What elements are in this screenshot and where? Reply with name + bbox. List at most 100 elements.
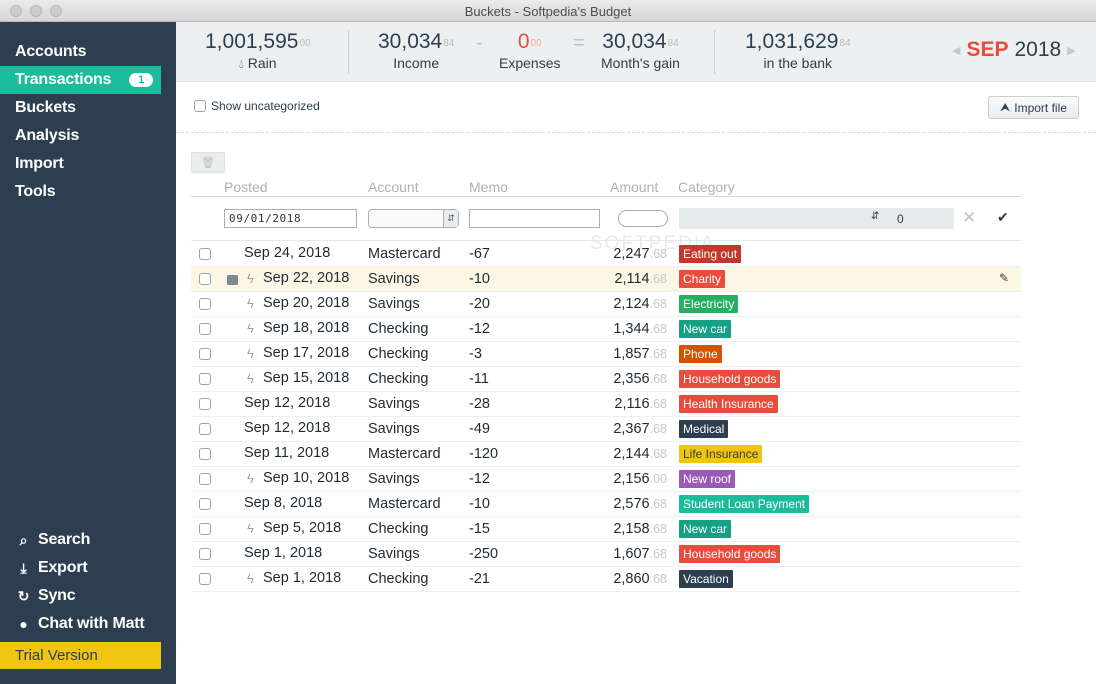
posted-date: Sep 5, 2018	[263, 520, 342, 536]
balance-value: 2,860	[613, 571, 650, 587]
row-select-checkbox[interactable]	[199, 348, 211, 360]
column-header-amount[interactable]: Amount	[610, 179, 659, 195]
row-select-checkbox[interactable]	[199, 523, 211, 535]
column-header-posted[interactable]: Posted	[224, 179, 268, 195]
previous-month-icon[interactable]: ◀	[952, 44, 961, 57]
category-tag[interactable]: New roof	[679, 470, 736, 488]
row-select-checkbox[interactable]	[199, 248, 211, 260]
row-select-checkbox[interactable]	[199, 273, 211, 285]
category-select[interactable]: ⇵ 0	[679, 208, 954, 229]
amount-input[interactable]	[618, 210, 668, 227]
row-select-checkbox[interactable]	[199, 423, 211, 435]
category-tag[interactable]: Electricity	[679, 295, 739, 313]
running-balance: 2,356.68	[613, 371, 667, 387]
transaction-row[interactable]: Sep 12, 2018 Savings -49 2,367.68 Medical	[191, 417, 1021, 442]
transaction-row[interactable]: ϟ Sep 20, 2018 Savings -20 2,124.68 Electrici…	[191, 292, 1021, 317]
sidebar-item-search[interactable]: ⌕ Search	[0, 526, 176, 554]
posted-date: Sep 22, 2018	[263, 270, 350, 286]
show-uncategorized-checkbox[interactable]	[194, 100, 206, 112]
transactions-list: Sep 24, 2018 Mastercard -67 2,247.68 Eating …	[191, 242, 1021, 592]
account-select[interactable]: ⇵	[368, 209, 459, 228]
transaction-row[interactable]: ϟ Sep 17, 2018 Checking -3 1,857.68 Phone	[191, 342, 1021, 367]
row-select-checkbox[interactable]	[199, 373, 211, 385]
row-select-checkbox[interactable]	[199, 323, 211, 335]
category-tag[interactable]: Household goods	[679, 545, 781, 563]
trial-version-banner[interactable]: Trial Version	[0, 642, 161, 669]
category-tag[interactable]: Life Insurance	[679, 445, 763, 463]
row-select-checkbox[interactable]	[199, 573, 211, 585]
confirm-check-icon[interactable]: ✔	[997, 209, 1009, 225]
transaction-row[interactable]: ϟ Sep 15, 2018 Checking -11 2,356.68 Househol…	[191, 367, 1021, 392]
balance-cents: .68	[649, 447, 667, 461]
sidebar-item-tools[interactable]: Tools	[0, 178, 176, 206]
transaction-row[interactable]: ϟ Sep 5, 2018 Checking -15 2,158.68 New car	[191, 517, 1021, 542]
category-tag[interactable]: Charity	[679, 270, 726, 288]
category-tag[interactable]: Medical	[679, 420, 729, 438]
transaction-row[interactable]: ϟ Sep 18, 2018 Checking -12 1,344.68 New car	[191, 317, 1021, 342]
category-tag[interactable]: Student Loan Payment	[679, 495, 810, 513]
sidebar-item-export[interactable]: ⤓ Export	[0, 554, 176, 582]
transaction-row[interactable]: Sep 24, 2018 Mastercard -67 2,247.68 Eating …	[191, 242, 1021, 267]
memo-input[interactable]	[469, 209, 600, 228]
cancel-icon[interactable]: ✕	[962, 208, 977, 227]
category-tag[interactable]: Vacation	[679, 570, 733, 588]
account-name: Savings	[368, 271, 420, 287]
category-tag[interactable]: Phone	[679, 345, 722, 363]
memo-text: -67	[469, 246, 490, 262]
row-select-checkbox[interactable]	[199, 398, 211, 410]
balance-value: 2,356	[613, 371, 650, 387]
window-title: Buckets - Softpedia's Budget	[464, 4, 632, 19]
row-select-checkbox[interactable]	[199, 548, 211, 560]
memo-text: -21	[469, 571, 490, 587]
rain-stat: 1,001,59500 💧︎ Rain	[205, 30, 311, 73]
edit-pencil-icon[interactable]: ✎	[999, 271, 1010, 285]
category-tag[interactable]: New car	[679, 520, 732, 538]
zoom-window-button[interactable]	[50, 5, 62, 17]
transaction-row[interactable]: Sep 12, 2018 Savings -28 2,116.68 Health Ins…	[191, 392, 1021, 417]
transaction-row[interactable]: ϟ Sep 22, 2018 Savings -10 2,114.68 Charity ✎	[191, 267, 1021, 292]
transaction-row[interactable]: Sep 11, 2018 Mastercard -120 2,144.68 Life I…	[191, 442, 1021, 467]
transaction-row[interactable]: ϟ Sep 1, 2018 Checking -21 2,860.68 Vacation	[191, 567, 1021, 592]
account-name: Savings	[368, 396, 420, 412]
imported-bolt-icon: ϟ	[247, 296, 254, 311]
transaction-row[interactable]: Sep 8, 2018 Mastercard -10 2,576.68 Student …	[191, 492, 1021, 517]
note-icon[interactable]	[227, 275, 238, 285]
minimize-window-button[interactable]	[30, 5, 42, 17]
category-tag[interactable]: Health Insurance	[679, 395, 778, 413]
posted-date: Sep 12, 2018	[244, 395, 331, 411]
show-uncategorized-toggle[interactable]: Show uncategorized	[194, 99, 320, 113]
next-month-icon[interactable]: ▶	[1067, 44, 1076, 57]
import-file-button[interactable]: ⮝ Import file	[988, 96, 1079, 119]
sidebar-item-import[interactable]: Import	[0, 150, 176, 178]
sidebar-item-accounts[interactable]: Accounts	[0, 38, 176, 66]
column-header-account[interactable]: Account	[368, 179, 419, 195]
category-tag[interactable]: Household goods	[679, 370, 781, 388]
delete-selected-button[interactable]: 🗑︎	[191, 152, 225, 173]
column-header-memo[interactable]: Memo	[469, 179, 508, 195]
transaction-row[interactable]: Sep 1, 2018 Savings -250 1,607.68 Household …	[191, 542, 1021, 567]
close-window-button[interactable]	[10, 5, 22, 17]
balance-cents: .68	[649, 572, 667, 586]
category-tag[interactable]: Eating out	[679, 245, 742, 263]
sidebar-item-label: Accounts	[15, 43, 87, 60]
balance-cents: .68	[649, 322, 667, 336]
count-badge: 1	[129, 73, 153, 87]
category-tag[interactable]: New car	[679, 320, 732, 338]
transaction-row[interactable]: ϟ Sep 10, 2018 Savings -12 2,156.00 New roof	[191, 467, 1021, 492]
account-name: Mastercard	[368, 496, 441, 512]
row-select-checkbox[interactable]	[199, 473, 211, 485]
sidebar-item-transactions[interactable]: Transactions 1	[0, 66, 161, 94]
sidebar-item-analysis[interactable]: Analysis	[0, 122, 176, 150]
row-select-checkbox[interactable]	[199, 448, 211, 460]
row-select-checkbox[interactable]	[199, 298, 211, 310]
posted-date-input[interactable]	[224, 209, 357, 228]
posted-date: Sep 15, 2018	[263, 370, 350, 386]
sidebar-item-sync[interactable]: ↻ Sync	[0, 582, 176, 610]
row-select-checkbox[interactable]	[199, 498, 211, 510]
column-header-category[interactable]: Category	[678, 179, 735, 195]
account-name: Savings	[368, 546, 420, 562]
sidebar-item-label: Analysis	[15, 127, 80, 144]
sidebar-item-buckets[interactable]: Buckets	[0, 94, 176, 122]
running-balance: 2,367.68	[613, 421, 667, 437]
sidebar-item-chat-with-matt[interactable]: ● Chat with Matt	[0, 610, 176, 638]
